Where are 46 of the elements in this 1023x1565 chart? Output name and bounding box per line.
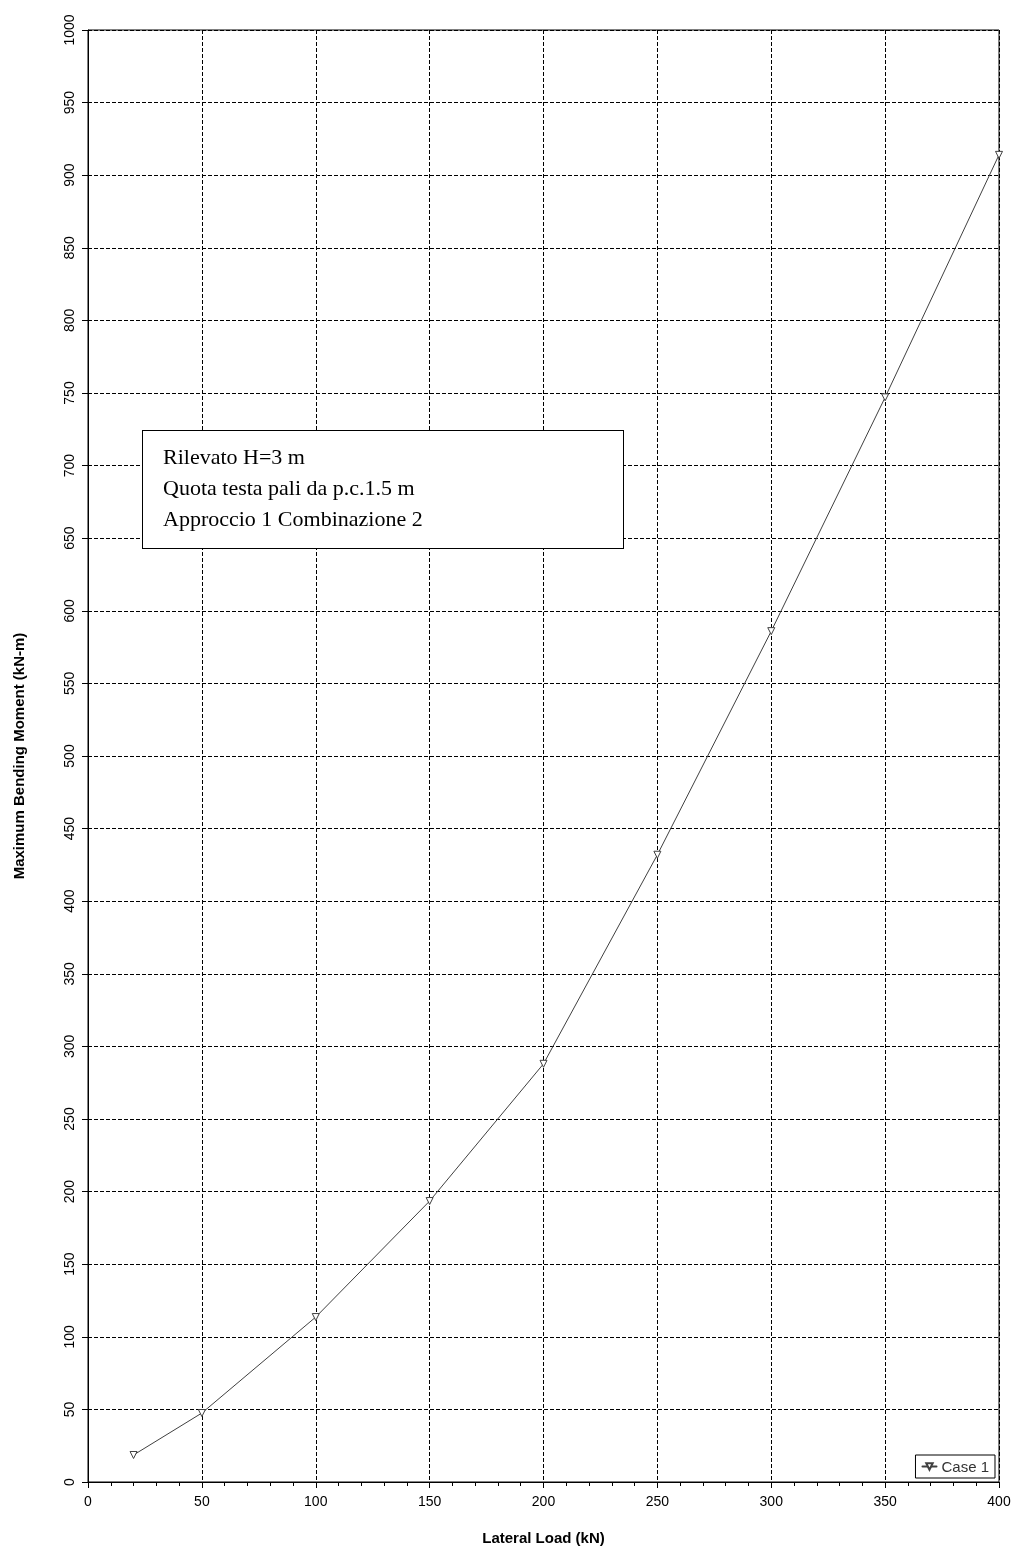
y-tick-label: 150 xyxy=(61,1252,77,1276)
x-tick-label: 0 xyxy=(84,1493,93,1509)
x-tick-label: 350 xyxy=(873,1493,898,1509)
point xyxy=(653,850,662,859)
y-tick-label: 100 xyxy=(61,1324,77,1349)
point xyxy=(129,1450,138,1459)
y-tick-label: 950 xyxy=(61,90,77,115)
x-tick-label: 150 xyxy=(417,1493,442,1509)
y-tick-label: 850 xyxy=(61,235,77,260)
y-tick-label: 0 xyxy=(61,1477,77,1486)
point xyxy=(767,627,776,636)
x-axis-title: Lateral Load (kN) xyxy=(482,1529,605,1546)
note-box: Rilevato H=3 m Quota testa pali da p.c.1.5 m Approccio 1 Combinazione 2 xyxy=(142,430,624,549)
y-tick-label: 900 xyxy=(61,163,77,187)
point xyxy=(425,1197,434,1206)
x-tick-label: 300 xyxy=(759,1493,784,1509)
point xyxy=(311,1313,320,1322)
point xyxy=(197,1409,206,1418)
x-tick-label: 100 xyxy=(304,1493,328,1509)
point xyxy=(995,150,1003,159)
y-tick-label: 600 xyxy=(61,598,77,623)
y-tick-label: 400 xyxy=(61,889,77,913)
point xyxy=(881,393,890,402)
y-tick-label: 350 xyxy=(61,961,77,986)
legend-label: Case 1 xyxy=(941,1458,989,1475)
y-axis-title: Maximum Bending Moment (kN-m) xyxy=(10,632,27,880)
y-tick-label: 50 xyxy=(61,1401,77,1418)
annotation: Rilevato H=3 m xyxy=(163,443,306,471)
x-tick-label: 400 xyxy=(987,1493,1011,1509)
y-tick-label: 300 xyxy=(61,1034,77,1059)
point xyxy=(539,1059,548,1068)
y-tick-label: 700 xyxy=(61,453,77,478)
annotation: Approccio 1 Combinazione 2 xyxy=(163,505,424,533)
x-tick-label: 200 xyxy=(531,1493,556,1509)
y-tick-label: 800 xyxy=(61,308,77,333)
y-tick-label: 450 xyxy=(61,816,77,841)
y-tick-label: 500 xyxy=(61,744,77,768)
y-tick-label: 750 xyxy=(61,381,77,405)
x-tick-label: 50 xyxy=(194,1493,210,1509)
y-tick-label: 1000 xyxy=(61,14,77,46)
y-tick-label: 200 xyxy=(61,1179,77,1204)
annotation: Quota testa pali da p.c.1.5 m xyxy=(163,474,416,502)
y-tick-label: 250 xyxy=(61,1107,77,1131)
y-tick-label: 650 xyxy=(61,526,77,550)
x-tick-label: 250 xyxy=(645,1493,670,1509)
y-tick-label: 550 xyxy=(61,671,77,696)
